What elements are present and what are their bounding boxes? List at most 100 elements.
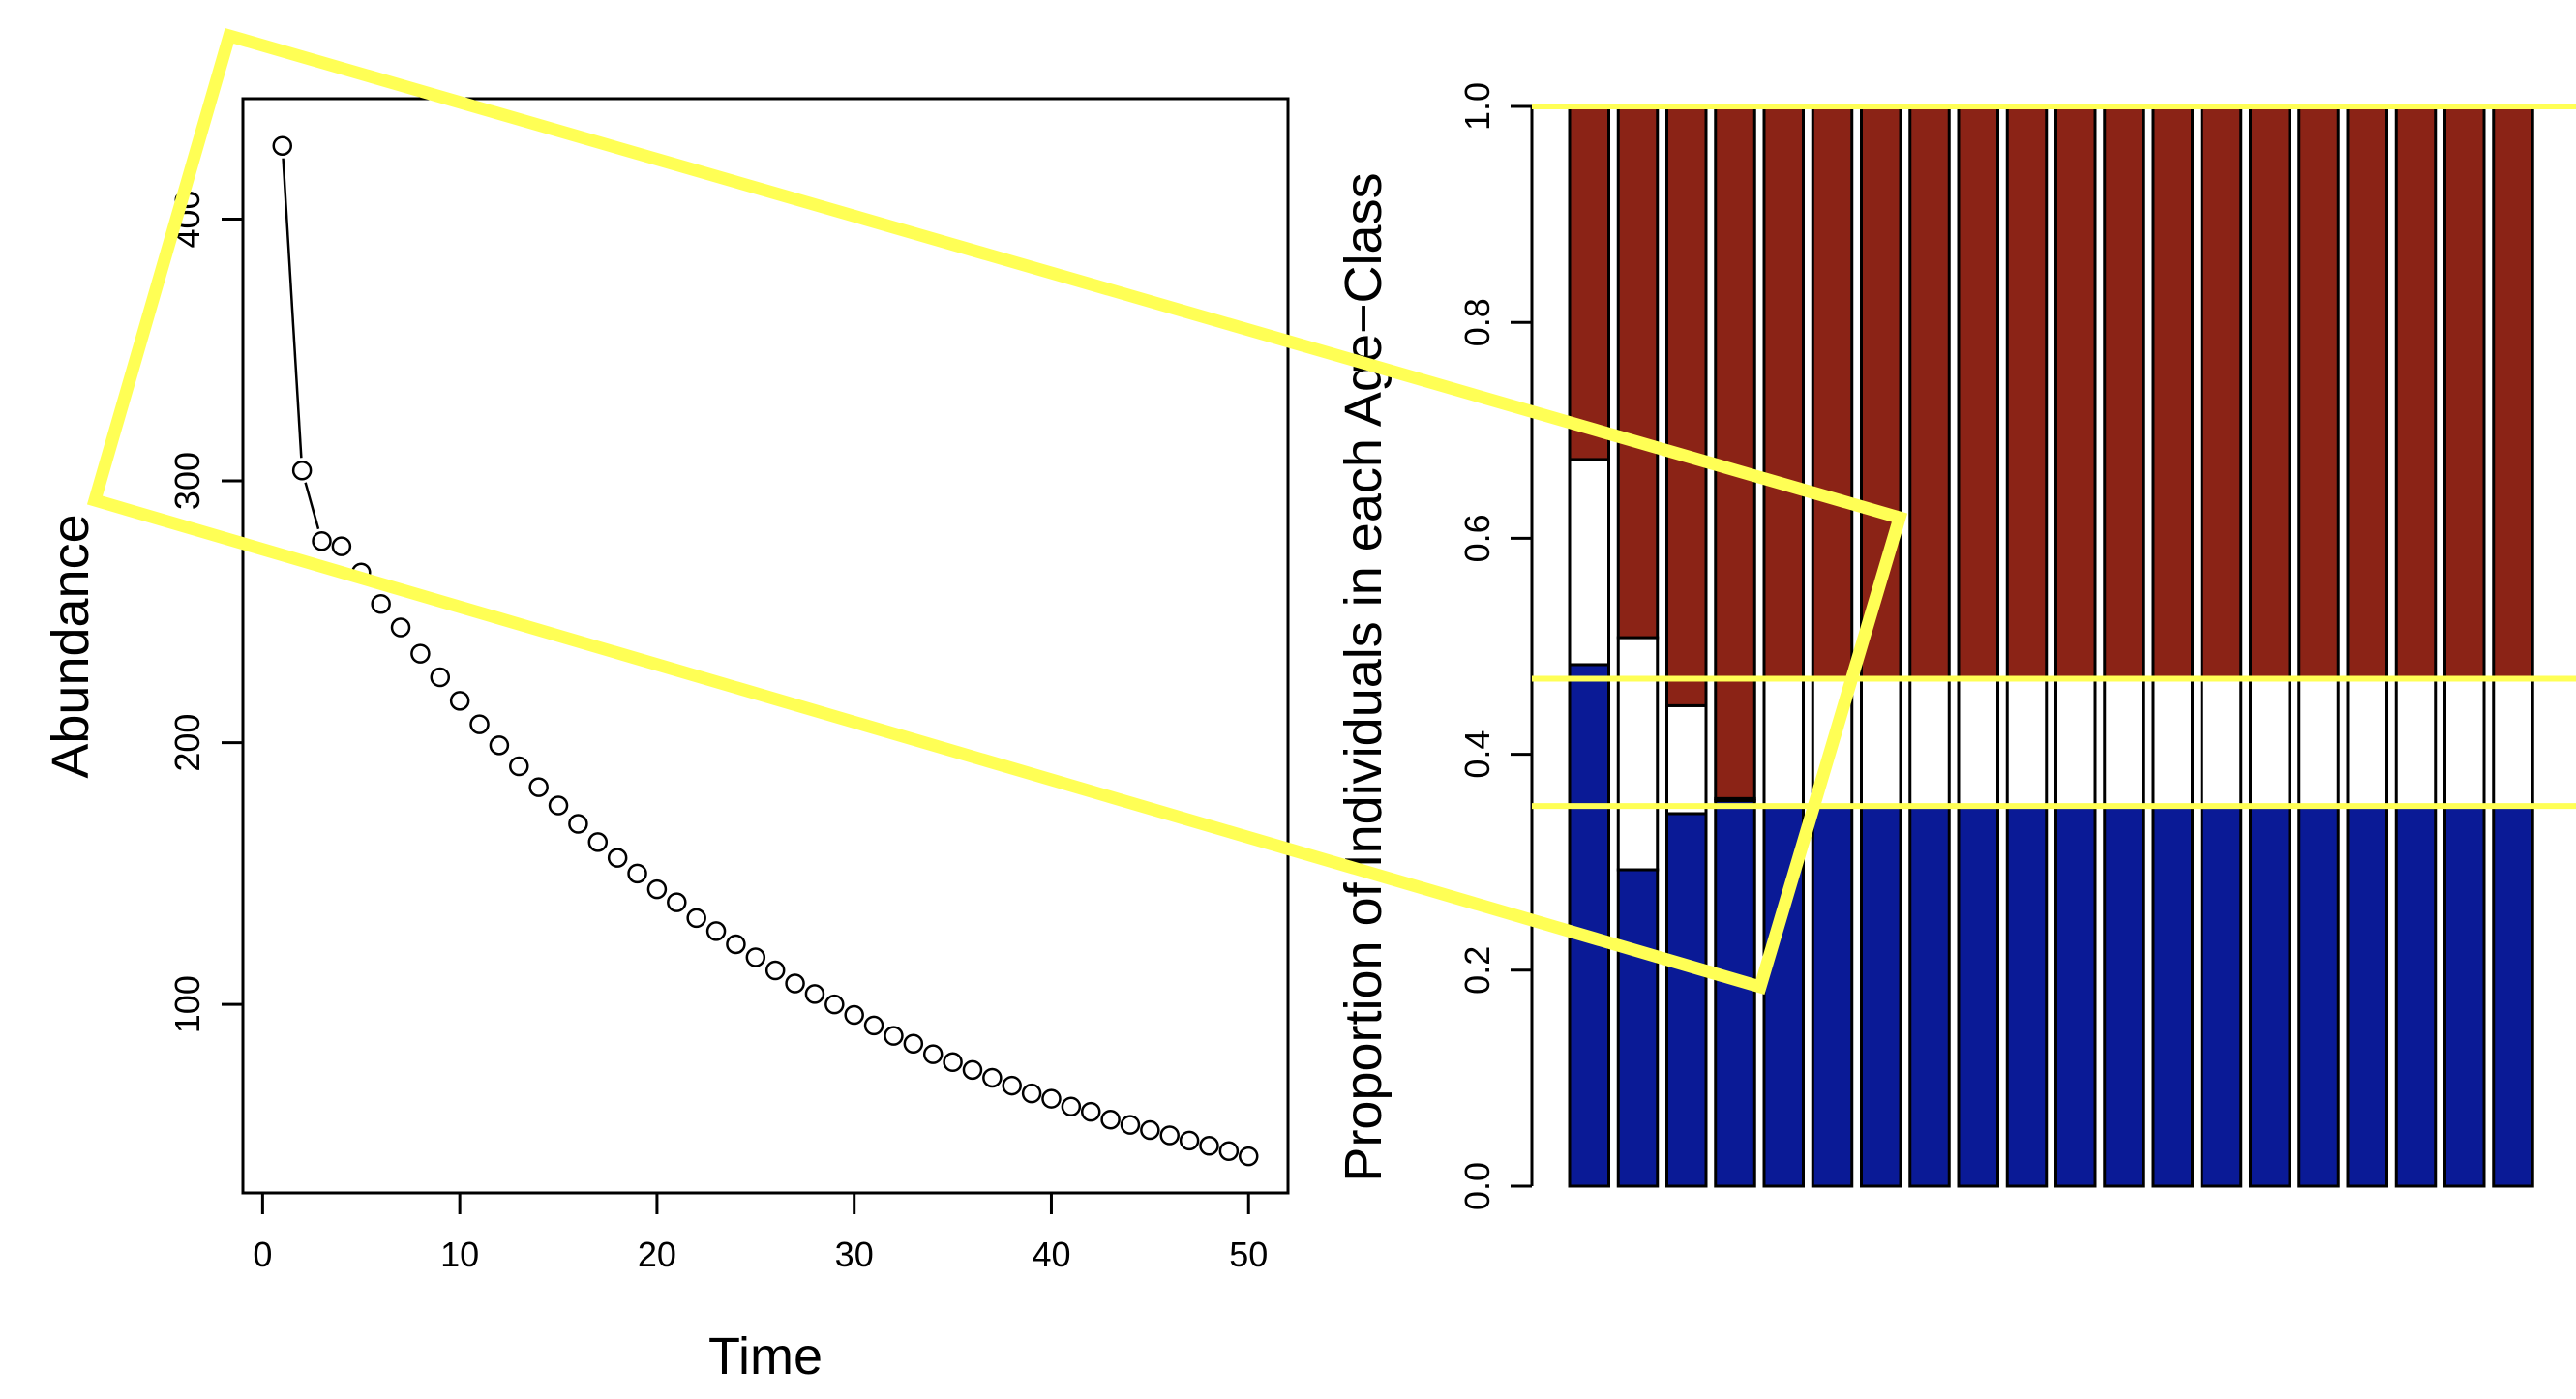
data-point: [371, 593, 391, 614]
bar-segment: [2103, 678, 2145, 808]
data-point: [686, 908, 706, 929]
bar-segment: [2297, 678, 2340, 808]
data-point: [489, 735, 510, 756]
abundance-plot-frame: [241, 97, 1290, 1195]
bar-segment: [1665, 812, 1708, 1188]
data-point: [1100, 1109, 1121, 1130]
data-point: [627, 863, 647, 884]
bar-segment: [1616, 636, 1660, 872]
bar-segment: [2054, 678, 2097, 808]
bar-segment: [2492, 804, 2534, 1188]
bar-segment: [1665, 703, 1708, 816]
data-point: [607, 848, 628, 868]
age-class-plot: 0.0 0.2 0.4 0.6 0.8 1.0 Proportion of Individ…: [1334, 82, 2576, 1210]
data-point: [1159, 1125, 1180, 1146]
bar-segment: [1714, 799, 1756, 1188]
bar-segment: [2005, 804, 2049, 1188]
bar-segment: [1811, 104, 1854, 682]
bar-segment: [2103, 804, 2145, 1188]
data-point: [922, 1044, 944, 1064]
proportion-tick-label: 0.6: [1457, 514, 1497, 562]
data-point: [509, 756, 529, 777]
time-axis: 0 10 20 30 40 50: [253, 1191, 1268, 1274]
abundance-points: [272, 135, 1259, 1167]
bar-segment: [2394, 804, 2438, 1188]
data-point: [1199, 1136, 1219, 1156]
bar-segment: [1665, 104, 1708, 707]
bar-segment: [2492, 104, 2534, 682]
x-axis-label: Time: [708, 1327, 823, 1385]
y-tick-label: 200: [167, 714, 207, 772]
x-tick-label: 10: [440, 1235, 479, 1274]
data-point: [548, 795, 569, 816]
bar-segment: [1908, 678, 1951, 808]
data-point: [272, 135, 293, 156]
data-point: [804, 984, 825, 1004]
bar-segment: [1908, 104, 1951, 682]
data-point: [646, 878, 668, 900]
bar-segment: [2297, 104, 2340, 682]
proportion-axis: 0.0 0.2 0.4 0.6 0.8 1.0: [1457, 82, 1534, 1210]
data-point: [884, 1026, 904, 1046]
bar-segment: [1616, 868, 1660, 1188]
bar-segment: [2005, 678, 2049, 808]
bar-segment: [1714, 104, 1756, 800]
bar-segment: [1568, 458, 1610, 667]
bar-segment: [2297, 804, 2340, 1188]
bar-segment: [1568, 663, 1610, 1188]
bar-segment: [1860, 678, 1902, 808]
right-y-axis-label: Proportion of Individuals in each Age−Cl…: [1334, 172, 1393, 1181]
data-point: [312, 531, 332, 551]
data-point: [1238, 1146, 1259, 1167]
data-point: [390, 617, 411, 638]
bar-segment: [2200, 804, 2243, 1188]
data-point: [726, 934, 746, 955]
bar-segment: [2443, 678, 2486, 808]
y-tick-label: 300: [167, 452, 207, 510]
y-tick-label: 100: [167, 975, 207, 1033]
data-point: [667, 892, 687, 912]
bar-segment: [2346, 104, 2388, 682]
connecting-segment: [282, 158, 303, 459]
data-point: [844, 1004, 864, 1026]
bar-segment: [1811, 804, 1854, 1188]
proportion-tick-label: 0.2: [1457, 946, 1497, 995]
bar-segment: [2151, 678, 2194, 808]
annotation-box: [86, 27, 1908, 996]
data-point: [745, 947, 766, 967]
x-tick-label: 50: [1229, 1235, 1268, 1274]
data-point: [1080, 1101, 1101, 1122]
bar-segment: [1762, 104, 1805, 682]
bar-segment: [2005, 104, 2049, 682]
proportion-tick-label: 0.4: [1457, 730, 1497, 779]
data-point: [1002, 1075, 1022, 1096]
bar-segment: [2492, 678, 2534, 808]
x-tick-label: 20: [638, 1235, 676, 1274]
bar-segment: [1908, 804, 1951, 1188]
data-point: [331, 536, 352, 556]
bar-segment: [2200, 678, 2243, 808]
bar-segment: [2346, 678, 2388, 808]
bar-segment: [2346, 804, 2388, 1188]
proportion-tick-label: 0.0: [1457, 1162, 1497, 1210]
data-point: [430, 667, 451, 688]
bar-segment: [2054, 104, 2097, 682]
x-tick-label: 0: [253, 1235, 272, 1274]
reference-lines: [1532, 104, 2576, 810]
data-point: [962, 1059, 983, 1081]
data-point: [528, 777, 549, 797]
data-point: [1140, 1119, 1160, 1141]
bar-segment: [2054, 804, 2097, 1188]
data-point: [903, 1033, 924, 1055]
bar-segment: [1568, 104, 1610, 461]
data-point: [291, 460, 313, 481]
data-point: [1021, 1083, 1042, 1104]
data-point: [410, 643, 431, 664]
data-point: [863, 1015, 884, 1036]
proportion-tick-label: 1.0: [1457, 82, 1497, 131]
bar-segment: [1957, 678, 1999, 808]
connecting-segment: [304, 482, 320, 530]
age-class-bars: [1568, 104, 2534, 1188]
data-point: [449, 691, 470, 711]
